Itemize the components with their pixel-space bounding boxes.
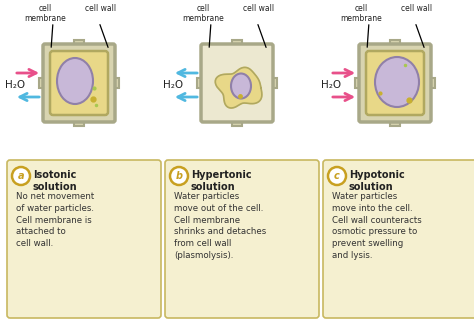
Bar (355, 78, 361, 88)
Bar (232, 40, 242, 46)
Text: Water particles
move out of the cell.
Cell membrane
shrinks and detaches
from ce: Water particles move out of the cell. Ce… (174, 192, 266, 260)
Ellipse shape (57, 58, 93, 104)
Text: Hypotonic
solution: Hypotonic solution (349, 170, 405, 192)
FancyBboxPatch shape (165, 160, 319, 318)
FancyBboxPatch shape (201, 44, 273, 122)
Text: c: c (334, 171, 340, 181)
FancyBboxPatch shape (50, 51, 108, 115)
Text: cell wall: cell wall (401, 4, 433, 13)
Text: H₂O: H₂O (321, 80, 341, 90)
Text: cell
membrane: cell membrane (24, 4, 66, 23)
Text: No net movement
of water particles.
Cell membrane is
attached to
cell wall.: No net movement of water particles. Cell… (16, 192, 94, 248)
Circle shape (12, 167, 30, 185)
FancyBboxPatch shape (43, 44, 115, 122)
FancyBboxPatch shape (359, 44, 431, 122)
Text: cell wall: cell wall (85, 4, 117, 13)
Bar (390, 120, 400, 126)
Bar (113, 78, 119, 88)
Text: Water particles
move into the cell.
Cell wall counteracts
osmotic pressure to
pr: Water particles move into the cell. Cell… (332, 192, 422, 260)
Ellipse shape (231, 74, 251, 99)
Bar (74, 120, 84, 126)
Bar (39, 78, 45, 88)
Text: cell
membrane: cell membrane (182, 4, 224, 23)
Polygon shape (215, 67, 262, 108)
Bar (74, 40, 84, 46)
Bar (197, 78, 203, 88)
FancyBboxPatch shape (366, 51, 424, 115)
Text: Isotonic
solution: Isotonic solution (33, 170, 78, 192)
Text: H₂O: H₂O (163, 80, 183, 90)
Text: cell
membrane: cell membrane (340, 4, 382, 23)
Bar (271, 78, 277, 88)
Text: H₂O: H₂O (5, 80, 25, 90)
Text: cell wall: cell wall (244, 4, 274, 13)
Text: b: b (175, 171, 182, 181)
FancyBboxPatch shape (323, 160, 474, 318)
Bar (390, 40, 400, 46)
Bar (232, 120, 242, 126)
Circle shape (170, 167, 188, 185)
Bar (429, 78, 435, 88)
Text: Hypertonic
solution: Hypertonic solution (191, 170, 252, 192)
FancyBboxPatch shape (7, 160, 161, 318)
Ellipse shape (375, 57, 419, 107)
Circle shape (328, 167, 346, 185)
Text: a: a (18, 171, 24, 181)
